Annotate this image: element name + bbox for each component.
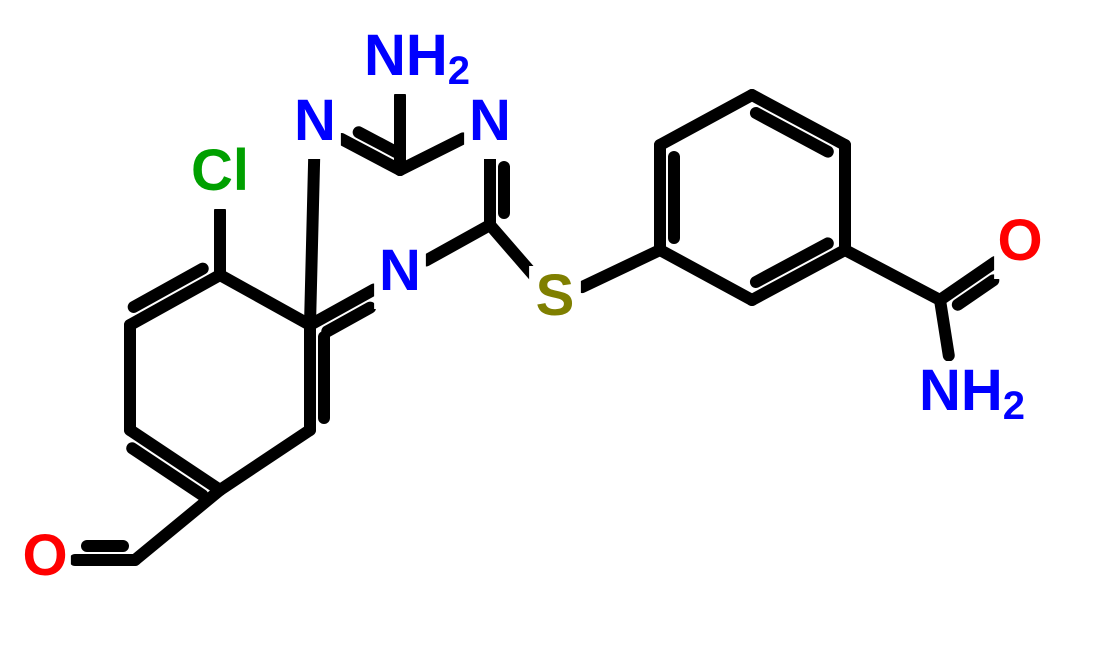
bond xyxy=(490,225,535,277)
atom-label-S: S xyxy=(536,263,575,328)
bond xyxy=(845,250,940,300)
molecule-diagram: ClOONNNSNH2NH2 xyxy=(0,0,1111,661)
bond xyxy=(135,490,220,560)
bond xyxy=(940,300,949,355)
bond xyxy=(310,155,314,325)
atom-label-O1: O xyxy=(22,523,67,588)
bond xyxy=(220,275,310,325)
atom-label-N3: N xyxy=(379,238,421,303)
bond xyxy=(660,95,752,145)
atom-label-N2: N xyxy=(469,88,511,153)
atom-label-N1: N xyxy=(294,88,336,153)
atom-label-Cl: Cl xyxy=(191,138,249,203)
bond xyxy=(660,250,752,300)
bond xyxy=(400,138,463,170)
atom-label-O2: O xyxy=(997,208,1042,273)
bond xyxy=(582,250,660,287)
bond xyxy=(220,430,310,490)
bond xyxy=(426,225,490,260)
